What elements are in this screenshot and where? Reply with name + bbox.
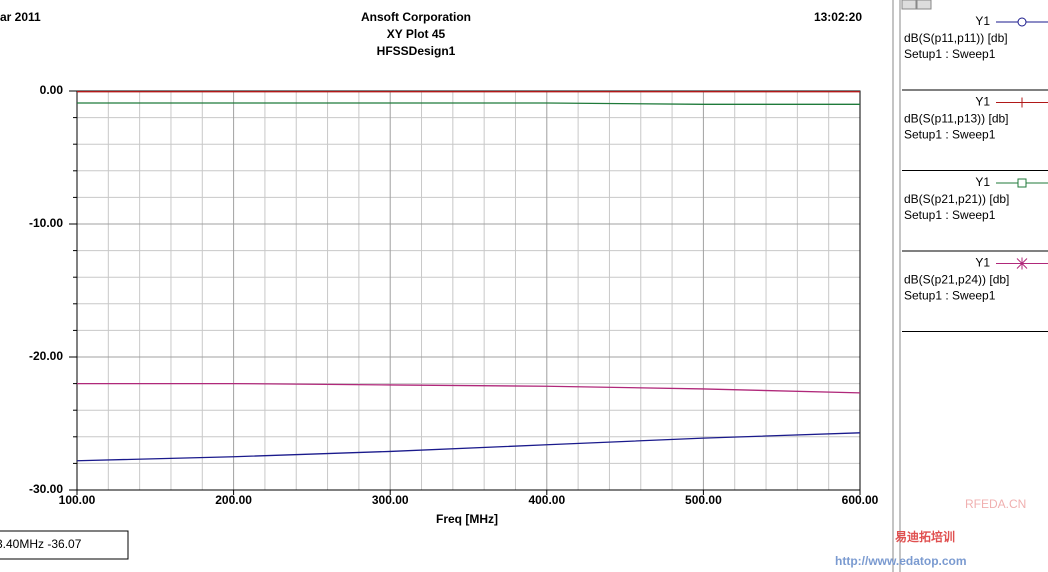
y-tick-label: -30.00: [29, 482, 63, 496]
legend-entry: Y1 dB(S(p11,p11)) [db] Setup1 : Sweep1: [902, 14, 1048, 91]
scroll-button[interactable]: [916, 0, 932, 10]
readout-box: [0, 530, 129, 560]
legend-marker: [1017, 178, 1027, 188]
y-tick-label: -20.00: [29, 349, 63, 363]
legend-marker: [1016, 257, 1028, 270]
watermark: RFEDA.CN: [965, 497, 1026, 511]
legend-setup: Setup1 : Sweep1: [904, 128, 996, 142]
series-line: [76, 432, 861, 462]
x-tick-label: 500.00: [685, 493, 722, 507]
legend-axis: Y1: [975, 14, 990, 28]
legend-axis: Y1: [975, 95, 990, 109]
design-name: HFSSDesign1: [377, 44, 456, 58]
legend-axis: Y1: [975, 256, 990, 270]
legend-name: dB(S(p11,p11)) [db]: [904, 31, 1008, 45]
x-tick-label: 400.00: [528, 493, 565, 507]
x-axis-label: Freq [MHz]: [436, 512, 498, 526]
legend-setup: Setup1 : Sweep1: [904, 208, 996, 222]
y-tick-label: -10.00: [29, 216, 63, 230]
series-line: [77, 102, 860, 105]
legend-name: dB(S(p11,p13)) [db]: [904, 112, 1009, 126]
x-tick-label: 600.00: [842, 493, 879, 507]
legend-setup: Setup1 : Sweep1: [904, 289, 996, 303]
legend-setup: Setup1 : Sweep1: [904, 47, 996, 61]
series-line: [77, 382, 861, 394]
legend-marker: [1017, 17, 1027, 27]
legend-axis: Y1: [975, 175, 990, 189]
legend-entry: Y1 dB(S(p21,p21)) [db] Setup1 : Sweep1: [902, 175, 1048, 252]
watermark: 易迪拓培训: [895, 529, 955, 544]
date: ar 2011: [0, 10, 41, 24]
x-tick-label: 200.00: [215, 493, 252, 507]
watermark: http://www.edatop.com: [835, 554, 967, 568]
chart-title: Ansoft Corporation: [361, 10, 471, 24]
x-tick-label: 300.00: [372, 493, 409, 507]
legend-entry: Y1 dB(S(p11,p13)) [db] Setup1 : Sweep1: [902, 95, 1048, 171]
legend-name: dB(S(p21,p24)) [db]: [904, 273, 1009, 287]
x-tick-label: 100.00: [59, 493, 96, 507]
time: 13:02:20: [814, 10, 862, 24]
scroll-button[interactable]: [901, 0, 917, 10]
readout: 3.40MHz -36.07: [0, 537, 82, 551]
y-tick-label: 0.00: [40, 83, 64, 97]
plot-frame: [76, 90, 861, 491]
legend-name: dB(S(p21,p21)) [db]: [904, 192, 1009, 206]
legend-entry: Y1 dB(S(p21,p24)) [db] Setup1 : Sweep1: [902, 256, 1048, 332]
chart-subtitle: XY Plot 45: [387, 27, 446, 41]
